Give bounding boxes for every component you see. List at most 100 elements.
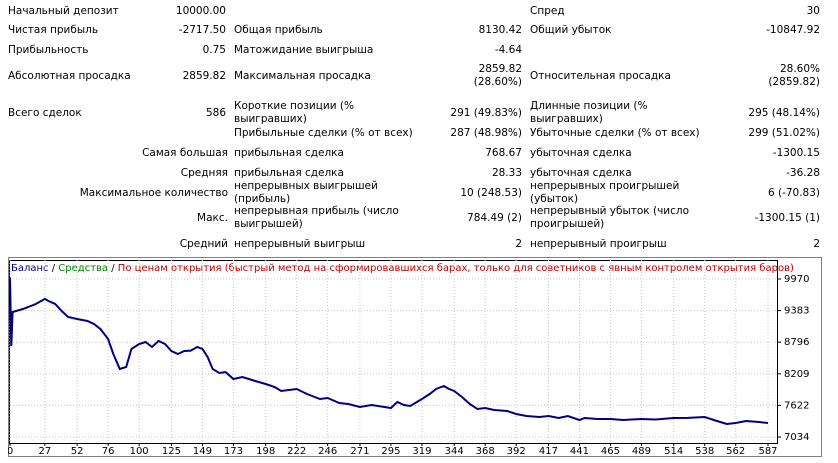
label-cell: Прибыльные сделки (% от всех) <box>234 126 413 139</box>
x-tick-label: 100 <box>130 446 149 457</box>
balance-line <box>9 277 769 426</box>
plot-frame <box>9 260 778 444</box>
value-cell: -2717.50 <box>178 23 226 36</box>
x-tick-label: 149 <box>193 446 212 457</box>
balance-chart: Баланс / Средства / По ценам открытия (б… <box>8 257 822 457</box>
value-cell: 295 (48.14%) <box>748 106 820 119</box>
legend-separator: / <box>111 263 115 274</box>
x-tick-label: 441 <box>570 446 589 457</box>
label-cell: Максимальное количество <box>79 186 228 199</box>
value-cell: 2 <box>515 237 522 250</box>
label-cell: Общая прибыль <box>234 23 323 36</box>
x-tick-label: 319 <box>412 446 431 457</box>
x-tick-label: 465 <box>601 446 620 457</box>
label-cell: Самая большая <box>142 146 228 159</box>
label-cell: Спред <box>530 4 565 17</box>
x-tick-label: 198 <box>256 446 275 457</box>
x-tick-label: 538 <box>695 446 714 457</box>
label-cell: Короткие позиции (% выигравших) <box>234 100 354 125</box>
label-cell: убыточная сделка <box>530 166 632 179</box>
x-tick-label: 562 <box>726 446 745 457</box>
value-cell: -1300.15 (1) <box>754 211 820 224</box>
legend-separator: / <box>52 263 56 274</box>
model-note: По ценам открытия (быстрый метод на сфор… <box>118 263 794 274</box>
value-cell: -10847.92 <box>766 23 820 36</box>
label-cell: Макс. <box>197 211 228 224</box>
x-tick-label: 295 <box>381 446 400 457</box>
x-tick-label: 368 <box>476 446 495 457</box>
value-cell: -1300.15 <box>772 146 820 159</box>
x-tick-label: 271 <box>350 446 369 457</box>
value-cell: 10000.00 <box>175 4 226 17</box>
value-cell: 2859.82 <box>182 69 226 82</box>
chart-legend: Баланс / Средства / По ценам открытия (б… <box>11 263 794 274</box>
label-cell: непрерывный проигрыш <box>530 237 667 250</box>
label-cell: непрерывных проигрышей (убыток) <box>530 180 680 205</box>
x-tick-label: 489 <box>632 446 651 457</box>
value-line: (2859.82) <box>768 76 820 88</box>
value-cell: 30 <box>806 4 820 17</box>
x-tick-label: 76 <box>102 446 115 457</box>
legend-balance: Баланс <box>11 263 49 274</box>
label-cell: непрерывный убыток (число проигрышей) <box>530 205 690 230</box>
label-cell: непрерывный выигрыш <box>234 237 366 250</box>
value-cell: 2 <box>813 237 820 250</box>
y-tick-label: 8796 <box>784 337 809 348</box>
value-cell: -4.64 <box>494 43 522 56</box>
value-cell: 28.60% (2859.82) <box>700 62 820 90</box>
value-cell: 287 (48.98%) <box>450 126 522 139</box>
value-cell: 10 (248.53) <box>460 186 522 199</box>
value-cell: 291 (49.83%) <box>450 106 522 119</box>
x-tick-label: 0 <box>8 446 13 457</box>
label-cell: Прибыльность <box>8 43 89 56</box>
label-cell: Убыточные сделки (% от всех) <box>530 126 700 139</box>
label-cell: Абсолютная просадка <box>8 69 131 82</box>
label-cell: Всего сделок <box>8 106 82 119</box>
y-tick-label: 8209 <box>784 369 809 380</box>
value-cell: 6 (-70.83) <box>767 186 820 199</box>
label-cell: Общий убыток <box>530 23 612 36</box>
label-cell: прибыльная сделка <box>234 146 344 159</box>
y-tick-label: 7622 <box>784 400 809 411</box>
x-tick-label: 514 <box>664 446 683 457</box>
value-line: 2859.82 <box>478 63 522 75</box>
value-cell: 28.33 <box>491 166 522 179</box>
x-tick-label: 246 <box>318 446 337 457</box>
label-cell: Длинные позиции (% выигравших) <box>530 100 648 125</box>
value-cell: 299 (51.02%) <box>748 126 820 139</box>
legend-equity: Средства <box>58 263 108 274</box>
value-line: 28.60% <box>779 63 820 75</box>
value-line: (28.60%) <box>473 76 522 88</box>
label-cell: Средний <box>179 237 228 250</box>
y-tick-label: 7034 <box>784 432 809 443</box>
x-tick-label: 222 <box>287 446 306 457</box>
value-cell: 0.75 <box>202 43 226 56</box>
label-cell: Средняя <box>180 166 228 179</box>
x-tick-label: 27 <box>38 446 51 457</box>
value-cell: 768.67 <box>485 146 522 159</box>
value-cell: -36.28 <box>786 166 820 179</box>
label-cell: непрерывная прибыль (число выигрышей) <box>234 205 399 230</box>
value-cell: 586 <box>205 106 226 119</box>
x-tick-label: 52 <box>71 446 84 457</box>
label-cell: Максимальная просадка <box>234 69 371 82</box>
x-tick-label: 417 <box>539 446 558 457</box>
label-cell: непрерывных выигрышей (прибыль) <box>234 180 378 205</box>
value-cell: 784.49 (2) <box>467 211 522 224</box>
label-cell: убыточная сделка <box>530 146 632 159</box>
x-tick-label: 173 <box>224 446 243 457</box>
value-cell: 8130.42 <box>478 23 522 36</box>
label-cell: прибыльная сделка <box>234 166 344 179</box>
label-cell: Чистая прибыль <box>8 23 99 36</box>
x-tick-label: 587 <box>758 446 777 457</box>
y-tick-label: 9970 <box>784 274 809 285</box>
chart-frame <box>8 257 822 457</box>
label-cell: Относительная просадка <box>530 69 671 82</box>
x-tick-label: 125 <box>162 446 181 457</box>
y-tick-label: 9383 <box>784 306 809 317</box>
x-tick-label: 392 <box>507 446 526 457</box>
value-cell: 2859.82 (28.60%) <box>420 62 522 90</box>
x-tick-label: 344 <box>445 446 464 457</box>
label-cell: Начальный депозит <box>8 4 119 17</box>
